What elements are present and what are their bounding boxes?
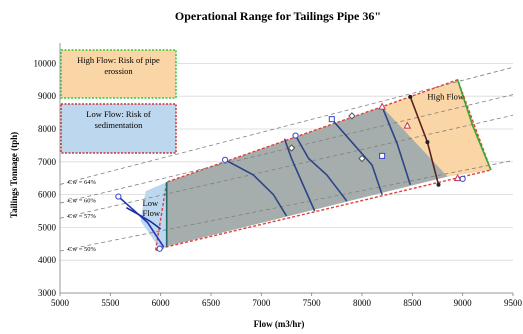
low-flow-label: Flow	[143, 208, 161, 218]
legend-text: High Flow: Risk of pipe	[77, 55, 160, 65]
y-tick-label: 8000	[38, 124, 57, 134]
marker-dot	[425, 140, 430, 145]
markers	[115, 94, 466, 252]
x-tick-label: 5500	[101, 298, 120, 308]
marker-circle	[156, 245, 163, 252]
regions	[140, 78, 492, 252]
marker-diamond	[348, 112, 356, 120]
y-axis-label: Tailings Tonnage (tph)	[9, 132, 19, 218]
gray-operating-region	[166, 106, 448, 247]
y-tick-label: 10000	[34, 58, 57, 68]
cw-line	[59, 66, 514, 185]
x-tick-label: 7500	[303, 298, 322, 308]
y-tick-label: 3000	[38, 288, 57, 298]
marker-circle	[292, 132, 299, 139]
y-tick-label: 9000	[38, 91, 57, 101]
axes: 3000 4000 5000 6000 7000 8000 9000 10000 5000 550…	[34, 43, 523, 308]
series-line	[126, 207, 162, 230]
series-line	[294, 135, 348, 202]
x-tick-label: 5000	[51, 298, 70, 308]
marker-diamond	[287, 144, 296, 152]
x-tick-label: 8000	[353, 298, 372, 308]
marker-triangle	[378, 102, 386, 110]
high-flow-label: High Flow	[427, 91, 464, 101]
y-tick-label: 7000	[38, 157, 57, 167]
x-tick-label: 7000	[252, 298, 271, 308]
cw-line	[59, 94, 514, 204]
series-line	[117, 196, 165, 248]
cw-label: Cw = 60%	[68, 198, 96, 205]
series-line	[456, 79, 492, 171]
y-tick-label: 4000	[38, 255, 57, 265]
series-line	[381, 106, 412, 186]
marker-triangle	[403, 121, 412, 129]
marker-square	[379, 152, 386, 159]
high-flow-region	[382, 79, 491, 177]
cw-label: Cw = 64%	[68, 179, 96, 186]
low-flow-region	[140, 182, 167, 251]
y-tick-label: 6000	[38, 190, 57, 200]
x-tick-label: 9000	[454, 298, 473, 308]
x-tick-label: 6000	[152, 298, 171, 308]
marker-diamond	[358, 154, 366, 163]
legend-text: erossion	[104, 66, 133, 76]
low-flow-label: Low	[143, 198, 159, 208]
cw-label: Cw = 50%	[68, 246, 96, 253]
chart-title: Operational Range for Tailings Pipe 36"	[175, 9, 381, 23]
x-tick-label: 8500	[403, 298, 422, 308]
x-tick-label: 6500	[202, 298, 221, 308]
series-line	[283, 138, 316, 212]
series-line	[224, 159, 288, 217]
legend-text: sedimentation	[95, 120, 143, 130]
cw-line	[59, 114, 514, 219]
legend-box	[60, 49, 177, 99]
series-lines	[117, 79, 492, 248]
marker-triangle	[453, 173, 462, 182]
marker-circle	[115, 193, 122, 200]
y-tick-label: 5000	[38, 222, 57, 232]
legend-box	[60, 103, 177, 154]
x-axis-label: Flow (m3/hr)	[254, 319, 305, 329]
cw-lines: Cw = 64% Cw = 60% Cw = 57% Cw = 50%	[59, 66, 514, 253]
x-tick-label: 9500	[504, 298, 523, 308]
marker-dot	[436, 182, 441, 187]
series-line	[331, 118, 383, 195]
cw-label: Cw = 57%	[68, 213, 96, 220]
marker-square	[328, 116, 335, 123]
marker-circle	[221, 156, 229, 163]
legend-text: Low Flow: Risk of	[86, 109, 151, 119]
marker-circle	[459, 175, 466, 182]
marker-dot	[408, 94, 413, 99]
